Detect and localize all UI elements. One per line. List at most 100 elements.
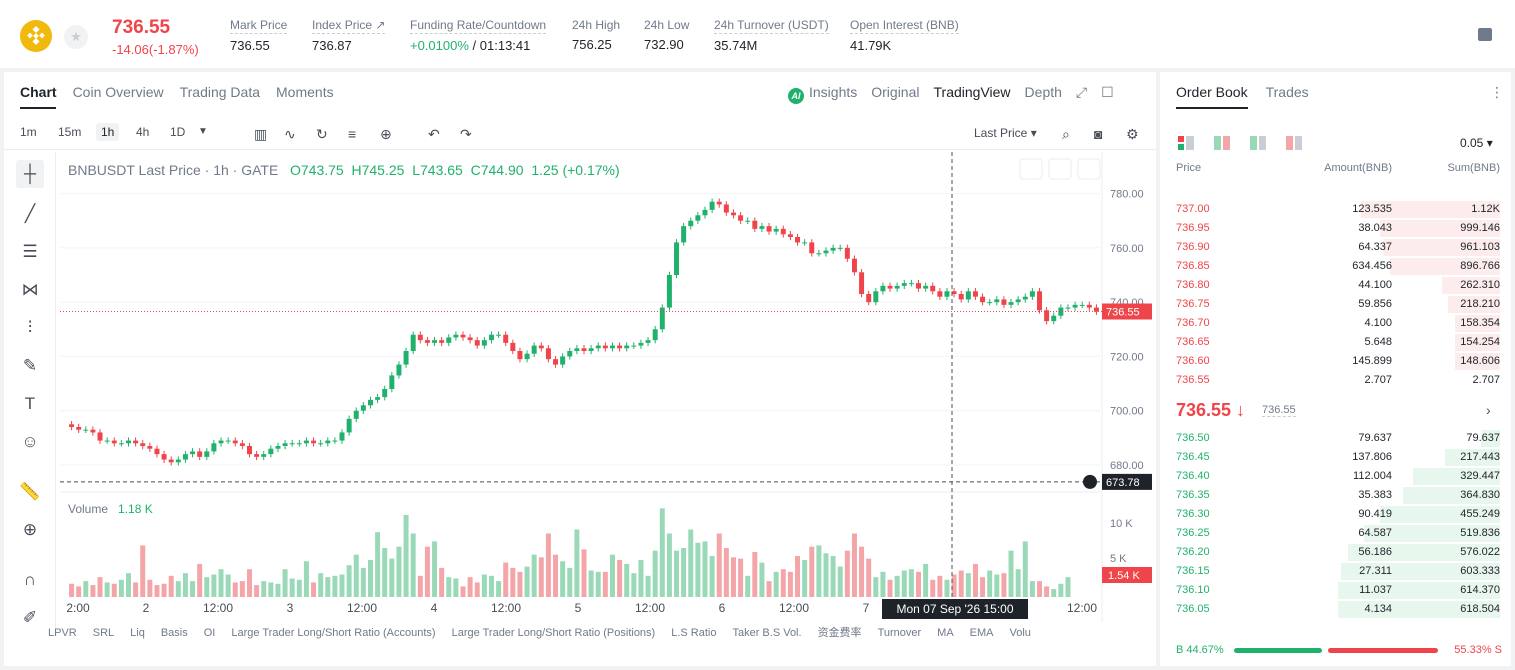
tab-insights[interactable]: AI Insights [788, 84, 857, 104]
pattern-icon[interactable]: ⋈ [21, 280, 39, 299]
window-icon[interactable]: ☐ [1101, 84, 1114, 100]
bid-row[interactable]: 736.20 56.186 576.022 [1176, 543, 1500, 562]
indicator-1[interactable]: SRL [92, 627, 115, 639]
fib-icon[interactable]: ⫶ [27, 318, 33, 337]
indicator-6[interactable]: Large Trader Long/Short Ratio (Positions… [451, 627, 656, 639]
timeframe-dropdown-icon[interactable]: ▼ [198, 126, 208, 137]
indicator-2[interactable]: Liq [130, 627, 145, 639]
timeframe-1d[interactable]: 1D [170, 125, 186, 139]
timeframe-1h[interactable]: 1h [96, 123, 120, 141]
search-icon[interactable]: ⌕ [1062, 126, 1070, 142]
more-menu-icon[interactable]: ⋮ [1490, 84, 1504, 100]
ask-row[interactable]: 736.85 634.456 896.766 [1176, 257, 1500, 276]
ask-row[interactable]: 736.95 38.043 999.146 [1176, 219, 1500, 238]
ask-row[interactable]: 736.80 44.100 262.310 [1176, 276, 1500, 295]
indicator-10[interactable]: Turnover [877, 627, 922, 639]
indicator-12[interactable]: EMA [969, 627, 994, 639]
mode-both-icon[interactable] [1178, 136, 1194, 150]
crosshair-icon[interactable]: ┼ [16, 160, 44, 188]
mode-bids-icon[interactable] [1250, 136, 1266, 150]
tab-trades[interactable]: Trades [1265, 84, 1309, 100]
timeframe-4h[interactable]: 4h [136, 125, 150, 139]
ask-row[interactable]: 736.90 64.337 961.103 [1176, 238, 1500, 257]
tab-original[interactable]: Original [871, 84, 920, 100]
trend-line-icon[interactable]: ╱ [24, 204, 36, 223]
indicator-4[interactable]: OI [203, 627, 216, 639]
expand-icon[interactable]: ⤢ [1075, 84, 1088, 100]
refresh-icon[interactable]: ↻ [316, 126, 328, 142]
undo-icon[interactable]: ↶ [428, 126, 440, 142]
bid-row[interactable]: 736.30 90.419 455.249 [1176, 505, 1500, 524]
tab-coin-overview[interactable]: Coin Overview [72, 84, 164, 100]
volume-bar [901, 570, 907, 597]
tab-moments[interactable]: Moments [276, 84, 334, 100]
price-cell: 736.65 [1176, 336, 1210, 348]
favorite-star-icon[interactable]: ★ [64, 25, 88, 49]
mode-asks-icon[interactable] [1286, 136, 1302, 150]
volume-bar [1008, 550, 1014, 597]
candle-body [617, 345, 623, 349]
bid-row[interactable]: 736.35 35.383 364.830 [1176, 486, 1500, 505]
candle-body [1015, 299, 1021, 303]
tick-step-select[interactable]: 0.05 ▾ [1460, 136, 1493, 150]
candle-body [353, 410, 359, 419]
chevron-right-icon[interactable]: › [1486, 402, 1491, 418]
tab-chart[interactable]: Chart [20, 84, 57, 100]
indicators-icon[interactable]: ∿ [284, 126, 296, 142]
indicator-9[interactable]: 资金费率 [817, 627, 862, 639]
bid-row[interactable]: 736.45 137.806 217.443 [1176, 448, 1500, 467]
bid-row[interactable]: 736.05 4.134 618.504 [1176, 600, 1500, 619]
mode-split-icon[interactable] [1214, 136, 1230, 150]
emoji-icon[interactable]: ☺ [21, 432, 39, 451]
redo-icon[interactable]: ↷ [460, 126, 472, 142]
ask-row[interactable]: 736.55 2.707 2.707 [1176, 371, 1500, 390]
bid-row[interactable]: 736.10 11.037 614.370 [1176, 581, 1500, 600]
candle-type-icon[interactable]: ▥ [254, 126, 268, 142]
magnet-icon[interactable]: ∩ [23, 570, 37, 589]
tab-order-book[interactable]: Order Book [1176, 84, 1248, 100]
zoom-in-icon[interactable]: ⊕ [22, 520, 38, 539]
ask-row[interactable]: 736.70 4.100 158.354 [1176, 314, 1500, 333]
sum-cell: 603.333 [1460, 565, 1500, 577]
bid-row[interactable]: 736.40 112.004 329.447 [1176, 467, 1500, 486]
template-icon[interactable]: ≡ [348, 126, 357, 142]
tab-depth[interactable]: Depth [1024, 84, 1062, 100]
bid-row[interactable]: 736.25 64.587 519.836 [1176, 524, 1500, 543]
tab-tradingview[interactable]: TradingView [933, 84, 1011, 100]
text-icon[interactable]: T [24, 394, 36, 413]
volume-bar [254, 585, 260, 597]
volume-bar [595, 571, 601, 597]
collapse-icon [1048, 158, 1072, 180]
indicator-3[interactable]: Basis [160, 627, 188, 639]
bid-row[interactable]: 736.15 27.311 603.333 [1176, 562, 1500, 581]
indicator-8[interactable]: Taker B.S Vol. [732, 627, 802, 639]
camera-icon[interactable]: ◙ [1094, 126, 1103, 142]
brush-icon[interactable]: ✎ [22, 356, 38, 375]
volume-bar [318, 573, 324, 597]
add-alert-icon[interactable]: ⊕ [380, 126, 392, 142]
candle-body [382, 389, 388, 398]
indicator-0[interactable]: LPVR [48, 627, 77, 639]
tab-trading-data[interactable]: Trading Data [179, 84, 261, 100]
stat-index-price[interactable]: Index Price ↗ 736.87 [312, 18, 386, 53]
bid-row[interactable]: 736.50 79.637 79.637 [1176, 429, 1500, 448]
volume-bar [545, 533, 551, 597]
ask-row[interactable]: 736.75 59.856 218.210 [1176, 295, 1500, 314]
timeframe-1m[interactable]: 1m [20, 125, 37, 139]
lock-icon[interactable]: ✐ [22, 608, 38, 627]
book-icon[interactable] [1478, 28, 1492, 41]
timeframe-15m[interactable]: 15m [58, 125, 82, 139]
price-type-select[interactable]: Last Price ▾ [974, 126, 1037, 140]
settings-gear-icon[interactable]: ⚙ [1126, 126, 1139, 142]
ask-row[interactable]: 737.00 123.535 1.12K [1176, 200, 1500, 219]
indicator-13[interactable]: Volu [1009, 627, 1031, 639]
ask-row[interactable]: 736.65 5.648 154.254 [1176, 333, 1500, 352]
horizontal-lines-icon[interactable]: ☰ [22, 242, 38, 261]
ask-row[interactable]: 736.60 145.899 148.606 [1176, 352, 1500, 371]
indicator-7[interactable]: L.S Ratio [671, 627, 717, 639]
indicator-5[interactable]: Large Trader Long/Short Ratio (Accounts) [231, 627, 436, 639]
ruler-icon[interactable]: 📏 [19, 482, 41, 501]
candle-body [126, 440, 131, 444]
indicator-11[interactable]: MA [937, 627, 954, 639]
